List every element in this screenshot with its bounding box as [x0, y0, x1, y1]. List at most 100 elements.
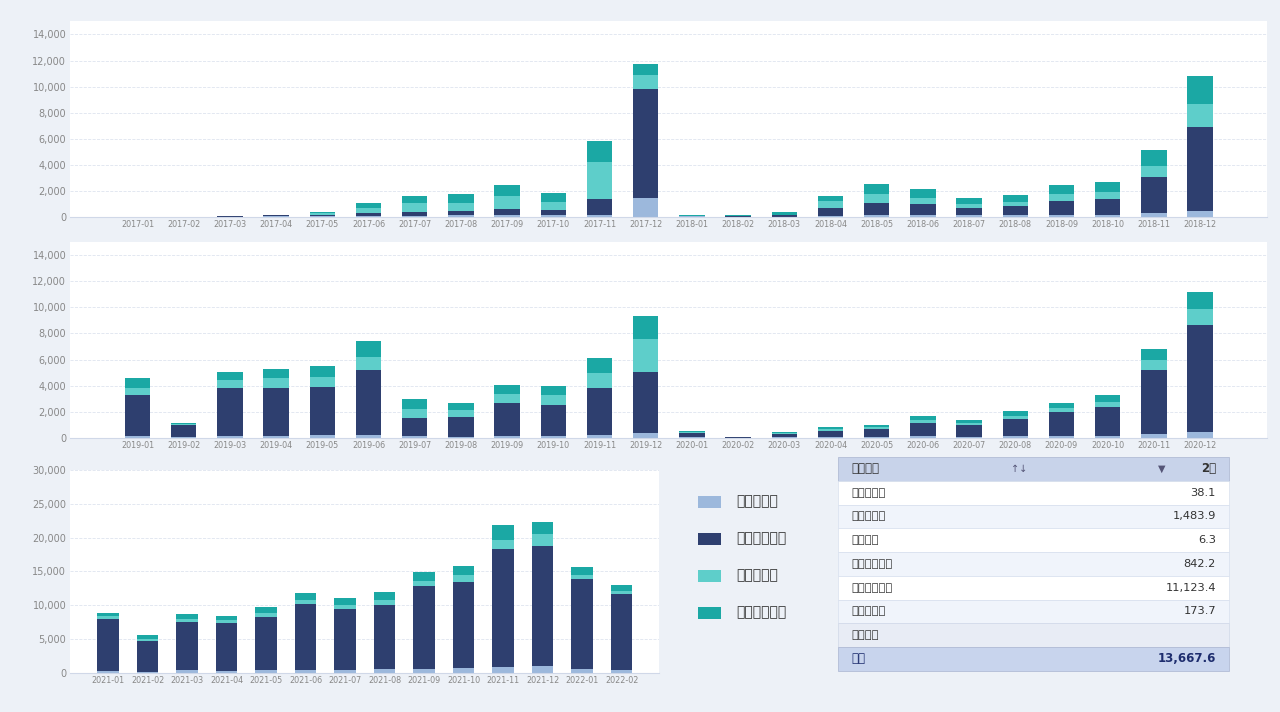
Bar: [910, 436, 936, 438]
Bar: [726, 436, 751, 438]
Bar: [453, 582, 475, 668]
Bar: [611, 585, 632, 591]
Text: 插混专用车: 插混专用车: [851, 488, 886, 498]
Bar: [1094, 436, 1120, 438]
Bar: [374, 669, 396, 673]
Bar: [1002, 412, 1028, 416]
Bar: [494, 196, 520, 209]
Bar: [540, 395, 566, 404]
Bar: [540, 193, 566, 201]
Bar: [218, 372, 243, 379]
Text: 纯电动乘用车: 纯电动乘用车: [736, 531, 786, 545]
Bar: [494, 385, 520, 394]
Text: 插电乘用车: 插电乘用车: [736, 494, 778, 508]
Bar: [1002, 201, 1028, 206]
Bar: [1094, 395, 1120, 402]
Text: 纯电动乘用车: 纯电动乘用车: [851, 582, 892, 592]
Bar: [402, 399, 428, 409]
Bar: [1048, 412, 1074, 436]
Bar: [586, 435, 612, 438]
Bar: [172, 424, 196, 426]
Bar: [294, 600, 316, 604]
Bar: [493, 666, 515, 673]
Bar: [356, 357, 381, 370]
Bar: [956, 423, 982, 425]
Bar: [864, 425, 890, 427]
Bar: [137, 672, 159, 673]
Bar: [177, 619, 198, 622]
Bar: [215, 616, 237, 620]
Bar: [864, 204, 890, 215]
Bar: [540, 201, 566, 209]
Bar: [493, 540, 515, 549]
Bar: [531, 666, 553, 673]
Bar: [540, 216, 566, 217]
Bar: [586, 388, 612, 435]
Bar: [1142, 370, 1166, 434]
Bar: [494, 394, 520, 403]
Bar: [137, 639, 159, 641]
Bar: [374, 592, 396, 600]
Bar: [571, 580, 593, 669]
Bar: [864, 427, 890, 429]
Bar: [356, 435, 381, 438]
Bar: [255, 607, 276, 613]
Text: 插混客车: 插混客车: [851, 535, 878, 545]
Bar: [218, 387, 243, 436]
Bar: [634, 198, 658, 217]
Bar: [910, 204, 936, 215]
Bar: [910, 198, 936, 204]
Bar: [772, 433, 797, 434]
Bar: [634, 89, 658, 198]
Bar: [571, 669, 593, 673]
Bar: [310, 377, 335, 387]
Bar: [1094, 407, 1120, 436]
Bar: [531, 545, 553, 666]
Bar: [494, 209, 520, 215]
Bar: [413, 581, 435, 585]
Bar: [956, 198, 982, 204]
Bar: [310, 216, 335, 217]
Bar: [1094, 215, 1120, 217]
Bar: [586, 142, 612, 162]
Bar: [611, 591, 632, 595]
Bar: [218, 379, 243, 387]
Bar: [1142, 360, 1166, 370]
Bar: [1048, 185, 1074, 194]
Bar: [1142, 434, 1166, 438]
Bar: [680, 216, 704, 217]
Text: 纯电动专用车: 纯电动专用车: [736, 605, 786, 619]
Bar: [772, 434, 797, 437]
Bar: [177, 614, 198, 619]
Bar: [818, 427, 844, 429]
Bar: [137, 635, 159, 639]
Bar: [1002, 194, 1028, 201]
Bar: [772, 432, 797, 433]
Bar: [264, 387, 289, 436]
Bar: [402, 418, 428, 436]
Bar: [448, 417, 474, 436]
Bar: [680, 432, 704, 434]
Bar: [818, 429, 844, 431]
Bar: [1002, 216, 1028, 217]
Bar: [910, 215, 936, 217]
Bar: [124, 379, 150, 387]
Bar: [956, 216, 982, 217]
Bar: [634, 316, 658, 340]
Bar: [571, 567, 593, 575]
Bar: [634, 65, 658, 75]
Bar: [1142, 213, 1166, 217]
Bar: [356, 370, 381, 435]
Bar: [1188, 127, 1213, 211]
Bar: [402, 196, 428, 202]
Bar: [1188, 104, 1213, 127]
Bar: [680, 434, 704, 436]
Bar: [310, 366, 335, 377]
Bar: [634, 372, 658, 434]
Bar: [356, 214, 381, 216]
Bar: [493, 549, 515, 666]
Bar: [310, 211, 335, 213]
Bar: [772, 212, 797, 214]
Bar: [453, 566, 475, 575]
Bar: [634, 340, 658, 372]
